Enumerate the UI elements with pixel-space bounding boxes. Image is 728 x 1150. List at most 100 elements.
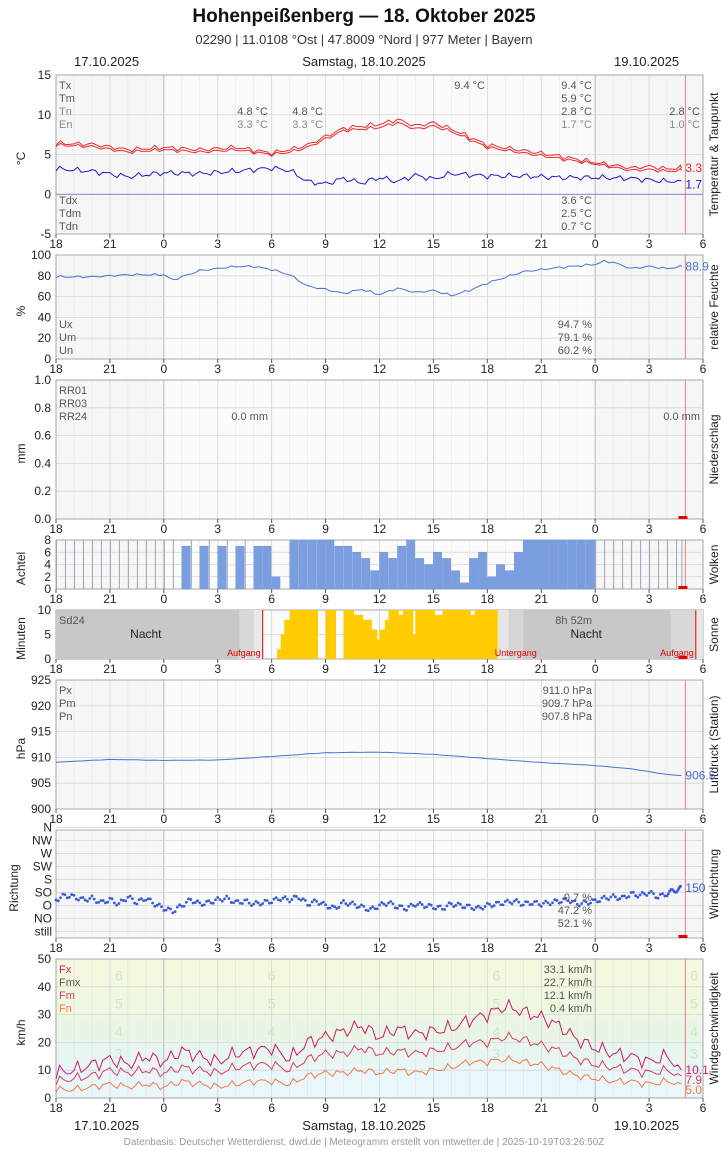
sun-bar	[352, 614, 363, 659]
wind-direction-point	[121, 899, 125, 902]
sun-bar	[370, 639, 381, 659]
x-tick-label: 6	[700, 362, 707, 376]
x-tick-label: 21	[535, 662, 549, 676]
wind-direction-point	[418, 901, 422, 904]
y-tick-label: 920	[31, 699, 51, 713]
wind-direction-point	[274, 896, 278, 900]
wind-direction-point	[360, 903, 363, 907]
x-tick-label: 18	[49, 662, 63, 676]
wind-direction-point	[299, 898, 303, 902]
x-tick-label: 21	[103, 662, 117, 676]
x-tick-label: 3	[646, 237, 653, 251]
x-tick-label: 9	[322, 592, 329, 606]
wind-direction-point	[537, 903, 541, 906]
twilight-area	[695, 610, 703, 659]
x-tick-label: 3	[214, 662, 221, 676]
wind-direction-point	[265, 899, 269, 902]
wind-direction-point	[535, 899, 539, 903]
cloud-bar-empty	[154, 540, 156, 589]
wind-direction-point	[573, 899, 577, 903]
wind-direction-point	[101, 899, 105, 902]
stat-value: 33.1 km/h	[544, 964, 592, 976]
x-tick-label: 9	[322, 1101, 329, 1115]
wind-direction-point	[119, 898, 123, 902]
wind-direction-point	[407, 904, 411, 908]
missing-data-marker	[678, 656, 688, 659]
wind-direction-point	[301, 897, 305, 901]
twilight-area	[670, 610, 696, 659]
wind-direction-point	[654, 896, 658, 900]
night-label: Nacht	[130, 627, 162, 641]
x-tick-label: 21	[103, 237, 117, 251]
legend-label: Pn	[59, 711, 72, 723]
stat-value: 94.7 %	[558, 319, 592, 331]
x-tick-label: 15	[427, 941, 441, 955]
wind-direction-point	[202, 903, 206, 907]
cloud-bar-empty	[136, 540, 138, 589]
wind-direction-point	[656, 896, 660, 900]
wind-direction-point	[566, 899, 570, 903]
wind-direction-point	[191, 901, 195, 905]
stat-value: 4.8 °C	[292, 106, 323, 118]
footer-credit: Datenbasis: Deutscher Wetterdienst, dwd.…	[123, 1137, 605, 1148]
x-tick-label: 6	[268, 592, 275, 606]
wind-direction-point	[470, 906, 474, 910]
wind-direction-point	[180, 904, 184, 908]
wind-direction-point	[238, 901, 242, 905]
wind-direction-point	[139, 897, 143, 901]
x-tick-label: 12	[373, 1101, 387, 1115]
stat-value: 60.2 %	[558, 345, 592, 357]
x-tick-label: 18	[481, 237, 495, 251]
stat-value: 911.0 hPa	[543, 685, 593, 697]
wind-direction-point	[317, 903, 321, 906]
x-tick-label: 12	[373, 662, 387, 676]
wind-direction-point	[571, 899, 575, 903]
legend-label: Tm	[59, 93, 75, 105]
wind-direction-point	[452, 905, 456, 909]
wind-direction-point	[604, 897, 608, 900]
y-axis-label: Richtung	[7, 864, 21, 911]
wind-direction-point	[205, 900, 208, 903]
cloud-bar-empty	[163, 540, 165, 589]
stat-value: 2.8 °C	[669, 106, 700, 118]
x-tick-label: 3	[214, 941, 221, 955]
wind-direction-point	[647, 891, 651, 895]
wind-direction-point	[560, 900, 563, 904]
wind-direction-point	[542, 901, 545, 905]
x-tick-label: 15	[427, 237, 441, 251]
legend-label: RR03	[59, 398, 87, 410]
y-tick-label: 20	[38, 331, 52, 345]
cloud-bar-empty	[190, 540, 192, 589]
sun-bar	[478, 610, 489, 659]
stat-value: 9.4 °C	[561, 80, 592, 92]
x-tick-label: 15	[427, 1101, 441, 1115]
wind-direction-point	[436, 905, 440, 908]
wind-direction-point	[555, 899, 559, 902]
x-tick-label: 0	[592, 522, 599, 536]
x-tick-label: 6	[268, 1101, 275, 1115]
y-tick-label: 910	[31, 750, 51, 764]
wind-direction-point	[600, 896, 604, 900]
y-tick-label: 2	[44, 570, 51, 584]
x-tick-label: 3	[646, 592, 653, 606]
sunset-label: Untergang	[495, 648, 537, 658]
y-tick-label: still	[35, 924, 52, 938]
x-tick-label: 18	[481, 592, 495, 606]
missing-data-marker	[678, 516, 688, 519]
cloud-bar	[424, 564, 434, 590]
y-tick-label: 0.8	[34, 401, 51, 415]
wind-direction-point	[81, 896, 85, 899]
x-tick-label: 3	[214, 522, 221, 536]
wind-direction-point	[517, 900, 521, 904]
cloud-bar	[406, 539, 416, 590]
stat-value: 909.7 hPa	[542, 698, 593, 710]
x-tick-label: 9	[322, 362, 329, 376]
x-tick-label: 0	[592, 237, 599, 251]
wind-direction-point	[485, 901, 489, 905]
wind-direction-point	[74, 897, 78, 901]
wind-direction-point	[155, 903, 159, 907]
x-tick-label: 6	[700, 812, 707, 826]
panel-side-label: relative Feuchte	[707, 264, 721, 350]
wind-direction-point	[236, 899, 240, 902]
x-tick-label: 18	[481, 1101, 495, 1115]
